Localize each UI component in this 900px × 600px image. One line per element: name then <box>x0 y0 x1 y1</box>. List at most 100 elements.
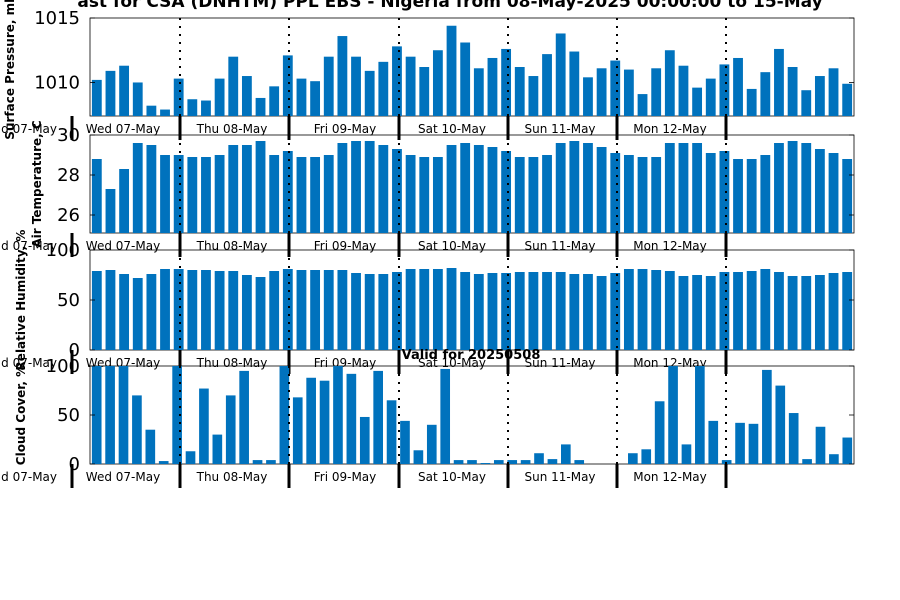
bar <box>651 270 662 350</box>
bar <box>146 274 157 350</box>
bar <box>664 271 675 350</box>
bar <box>91 366 102 464</box>
bar <box>487 273 498 350</box>
bar <box>774 48 784 117</box>
x-tick-label-clipped: d 07-May <box>1 239 57 253</box>
bar <box>173 155 184 233</box>
bar <box>480 463 491 464</box>
bar <box>596 147 607 233</box>
bar <box>678 143 689 233</box>
bar <box>266 460 276 464</box>
bar <box>719 272 730 350</box>
bar <box>574 460 585 464</box>
y-axis-label: Air Temperature, C <box>30 120 44 248</box>
x-tick-label: Mon 12-May <box>633 239 707 253</box>
bar <box>460 143 471 233</box>
bar <box>373 370 383 464</box>
bar <box>241 275 252 350</box>
bar <box>760 155 771 233</box>
bar <box>705 153 716 233</box>
x-tick-label: Mon 12-May <box>633 356 707 370</box>
bar <box>787 67 798 116</box>
bar <box>214 155 225 233</box>
y-tick-label: 1015 <box>34 8 80 29</box>
bar <box>239 370 249 464</box>
bar <box>705 78 716 116</box>
x-tick-label: Sun 11-May <box>524 470 595 484</box>
bar <box>787 141 798 233</box>
bar <box>310 157 321 233</box>
bar <box>520 460 531 464</box>
bar <box>735 422 745 464</box>
panel-1: 1010 1015 d 07-May Wed 07-May Thu 08-May Fri … <box>1 0 855 140</box>
x-tick-label: Wed 07-May <box>86 122 160 136</box>
bar <box>542 272 552 350</box>
x-tick-label: Thu 08-May <box>196 122 268 136</box>
bar <box>199 388 209 464</box>
bar <box>119 274 130 350</box>
bar <box>542 54 552 116</box>
bar <box>364 70 375 116</box>
bar <box>269 155 280 233</box>
bar <box>405 56 416 116</box>
bar <box>774 143 784 233</box>
bar <box>426 424 437 464</box>
x-tick-label: Sun 11-May <box>524 239 595 253</box>
bar <box>432 50 443 116</box>
bar <box>158 461 169 464</box>
bar <box>173 269 184 350</box>
bar <box>282 55 293 116</box>
bar <box>692 87 703 116</box>
bar <box>132 82 143 116</box>
bar <box>610 60 621 116</box>
bar <box>225 395 236 464</box>
bar <box>678 276 689 350</box>
bar <box>610 273 621 350</box>
bar <box>187 270 198 350</box>
bar <box>801 143 812 233</box>
bar <box>775 385 786 464</box>
bar <box>596 68 607 116</box>
x-tick-label: Fri 09-May <box>314 122 377 136</box>
bar <box>555 143 566 233</box>
bar <box>446 268 457 350</box>
x-tick-label: Sat 10-May <box>418 356 486 370</box>
x-tick-label-clipped: d 07-May <box>1 470 57 484</box>
bar <box>651 68 662 116</box>
bar <box>528 272 539 350</box>
bar <box>172 366 182 464</box>
bar <box>569 141 580 233</box>
bar <box>351 56 361 116</box>
bar <box>337 270 348 350</box>
bar <box>292 397 303 464</box>
bar <box>296 270 307 350</box>
bar <box>105 70 116 116</box>
bar <box>814 149 825 233</box>
bar <box>146 145 157 233</box>
bar <box>419 157 430 233</box>
bar <box>637 157 648 233</box>
bar <box>201 270 211 350</box>
bar <box>501 151 512 233</box>
y-tick-label: 0 <box>69 340 80 361</box>
bar <box>346 373 357 464</box>
bar <box>514 67 525 116</box>
bar <box>255 141 266 233</box>
bar <box>654 401 665 464</box>
bar <box>637 269 648 350</box>
bar <box>241 76 252 116</box>
bar <box>801 276 812 350</box>
bar <box>501 273 512 350</box>
bar <box>187 157 198 233</box>
x-tick-label: Wed 07-May <box>86 470 160 484</box>
x-tick-label: Wed 07-May <box>86 356 160 370</box>
x-tick-label: Fri 09-May <box>314 470 377 484</box>
bar <box>378 274 389 350</box>
bar <box>746 88 757 116</box>
bar <box>829 454 839 464</box>
bar <box>664 50 675 116</box>
bar <box>561 444 571 464</box>
bar <box>760 269 771 350</box>
bar <box>119 65 130 116</box>
